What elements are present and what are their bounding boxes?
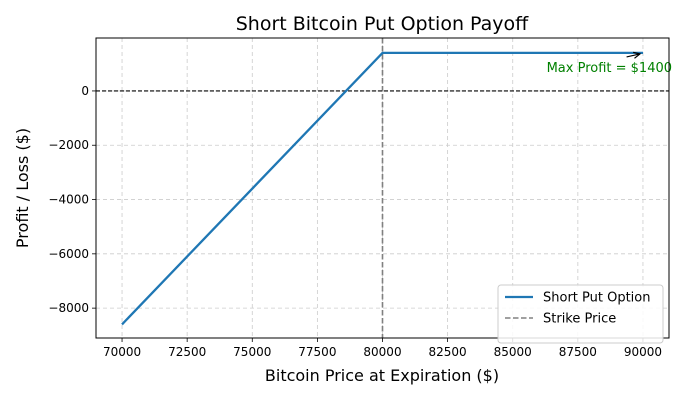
legend: Short Put Option Strike Price [497,284,664,344]
short-put-payoff-line [121,51,643,326]
x-tick-label: 77500 [298,345,336,359]
y-tick-label: 0 [81,84,89,98]
x-tick-label: 87500 [559,345,597,359]
legend-box [497,284,664,344]
annotation-arrow [626,53,641,58]
reference-lines [96,38,669,338]
y-axis-label: Profit / Loss ($) [13,128,32,248]
y-tick-label: −6000 [48,247,89,261]
series-group [121,51,643,326]
x-tick-label: 90000 [624,345,662,359]
y-axis-ticks: −8000 −6000 −4000 −2000 0 [48,84,96,315]
max-profit-annotation: Max Profit = $1400 [547,61,672,76]
legend-label: Strike Price [543,312,616,327]
annotations: Max Profit = $1400 [547,51,672,76]
legend-label: Short Put Option [543,291,651,306]
x-tick-label: 75000 [233,345,271,359]
y-tick-label: −8000 [48,301,89,315]
chart-title: Short Bitcoin Put Option Payoff [236,13,529,35]
x-axis-label: Bitcoin Price at Expiration ($) [265,366,499,385]
x-tick-label: 80000 [363,345,401,359]
y-tick-label: −2000 [48,138,89,152]
x-axis-ticks: 70000 72500 75000 77500 80000 82500 85000 87500… [103,338,662,359]
x-tick-label: 82500 [429,345,467,359]
x-tick-label: 85000 [494,345,532,359]
x-tick-label: 70000 [103,345,141,359]
x-tick-label: 72500 [168,345,206,359]
annotation-arrowhead [633,51,642,59]
y-tick-label: −4000 [48,193,89,207]
